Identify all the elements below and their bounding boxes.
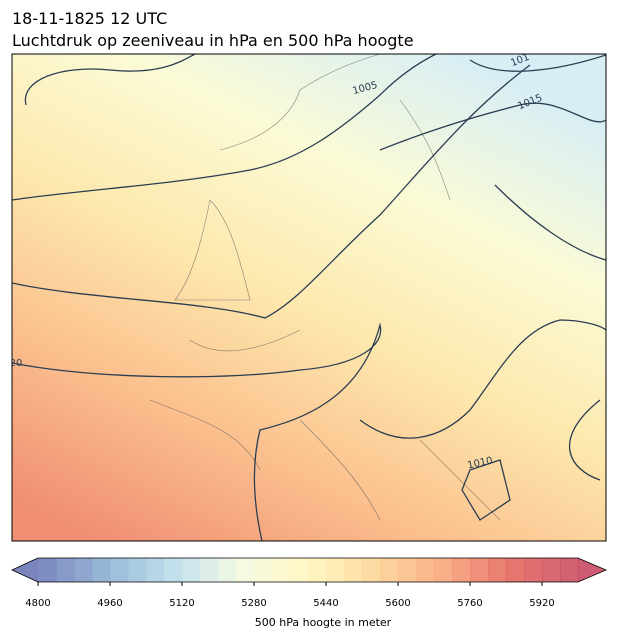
colorbar-segment (344, 558, 363, 582)
contour (379, 102, 606, 261)
tick-label: 5440 (313, 598, 338, 609)
colorbar-segment (272, 558, 291, 582)
colorbar-segment (488, 558, 507, 582)
colorbar: 4800 4960 5120 5280 5440 5600 5760 5920 (11, 557, 608, 609)
tick-label: 5760 (457, 598, 482, 609)
tick-label: 4960 (97, 598, 122, 609)
colorbar-outline (11, 557, 608, 583)
subtitle: Luchtdruk op zeeniveau in hPa en 500 hPa… (12, 31, 414, 50)
colorbar-segment (200, 558, 219, 582)
tick-label: 4800 (25, 598, 50, 609)
map-field (12, 54, 606, 541)
colorbar-segment (74, 558, 93, 582)
colorbar-segment (506, 558, 525, 582)
colorbar-segment (56, 558, 75, 582)
contour (12, 54, 437, 201)
colorbar-segment (146, 558, 165, 582)
colorbar-segment (110, 558, 129, 582)
colorbar-segment (164, 558, 183, 582)
map-frame (11, 53, 607, 542)
colorbar-segment (308, 558, 327, 582)
colorbar-segment (326, 558, 345, 582)
contour-label: 1010 (467, 455, 494, 471)
colorbar-extend (12, 558, 38, 582)
tick-label: 5120 (169, 598, 194, 609)
colorbar-segment (542, 558, 561, 582)
map: 1005 1015 101 1010 20 (10, 54, 606, 541)
tick-label: 5920 (529, 598, 554, 609)
contour (24, 54, 196, 106)
colorbar-segment (290, 558, 309, 582)
colorbar-segment (362, 558, 381, 582)
colorbar-segment (524, 558, 543, 582)
colorbar-label: 500 hPa hoogte in meter (255, 616, 392, 629)
colorbar-segment (380, 558, 399, 582)
title: 18-11-1825 12 UTC (12, 9, 167, 28)
colorbar-segment (416, 558, 435, 582)
colorbar-segment (452, 558, 471, 582)
colorbar-segment (560, 558, 579, 582)
contour-label: 20 (10, 358, 23, 369)
contour (12, 64, 531, 319)
colorbar-segment (398, 558, 417, 582)
colorbar-segment (92, 558, 111, 582)
contour (12, 324, 382, 541)
coastline (149, 54, 501, 521)
colorbar-segment (470, 558, 489, 582)
tick-label: 5280 (241, 598, 266, 609)
colorbar-segment (38, 558, 57, 582)
contour (359, 319, 606, 521)
tick-label: 5600 (385, 598, 410, 609)
colorbar-extend (578, 558, 606, 582)
colorbar-segment (236, 558, 255, 582)
contour (469, 54, 606, 72)
colorbar-segment (128, 558, 147, 582)
colorbar-segment (254, 558, 273, 582)
colorbar-segment (434, 558, 453, 582)
colorbar-segment (182, 558, 201, 582)
colorbar-segment (218, 558, 237, 582)
